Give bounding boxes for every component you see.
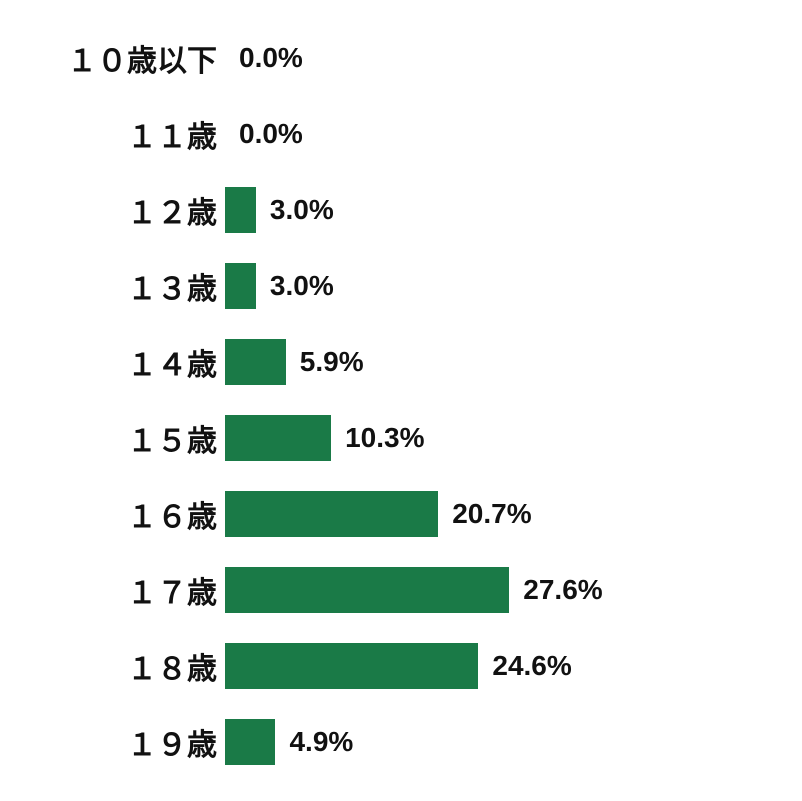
bar-row: １７歳 27.6% (0, 552, 802, 628)
value-label: 0.0% (239, 118, 303, 150)
value-label: 3.0% (270, 194, 334, 226)
category-label: １３歳 (0, 264, 225, 308)
bar-row: １０歳以下 0.0% (0, 20, 802, 96)
category-label: １７歳 (0, 568, 225, 612)
value-label: 24.6% (492, 650, 571, 682)
bar (225, 339, 286, 385)
bar-row: １２歳 3.0% (0, 172, 802, 248)
bar-area: 0.0% (225, 96, 802, 172)
bar-row: １３歳 3.0% (0, 248, 802, 324)
bar-row: １６歳 20.7% (0, 476, 802, 552)
bar-area: 20.7% (225, 476, 802, 552)
bar-area: 3.0% (225, 172, 802, 248)
bar-area: 5.9% (225, 324, 802, 400)
bar (225, 187, 256, 233)
bar-area: 10.3% (225, 400, 802, 476)
bar (225, 263, 256, 309)
bar (225, 719, 275, 765)
value-label: 0.0% (239, 42, 303, 74)
bar-area: 3.0% (225, 248, 802, 324)
bar-area: 24.6% (225, 628, 802, 704)
bar-row: １４歳 5.9% (0, 324, 802, 400)
bar-area: 4.9% (225, 704, 802, 780)
value-label: 4.9% (289, 726, 353, 758)
bar-area: 0.0% (225, 20, 802, 96)
bar (225, 491, 438, 537)
category-label: １０歳以下 (0, 36, 225, 80)
value-label: 27.6% (523, 574, 602, 606)
bar (225, 567, 509, 613)
bar-row: １１歳 0.0% (0, 96, 802, 172)
category-label: １９歳 (0, 720, 225, 764)
category-label: １２歳 (0, 188, 225, 232)
category-label: １４歳 (0, 340, 225, 384)
value-label: 20.7% (452, 498, 531, 530)
bar (225, 643, 478, 689)
category-label: １１歳 (0, 112, 225, 156)
category-label: １６歳 (0, 492, 225, 536)
bar-row: １８歳 24.6% (0, 628, 802, 704)
bar-row: １９歳 4.9% (0, 704, 802, 780)
bar-area: 27.6% (225, 552, 802, 628)
value-label: 3.0% (270, 270, 334, 302)
value-label: 10.3% (345, 422, 424, 454)
age-distribution-chart: １０歳以下 0.0% １１歳 0.0% １２歳 3.0% １３歳 3.0% １４… (0, 0, 802, 801)
bar (225, 415, 331, 461)
bar-row: １５歳 10.3% (0, 400, 802, 476)
category-label: １５歳 (0, 416, 225, 460)
value-label: 5.9% (300, 346, 364, 378)
category-label: １８歳 (0, 644, 225, 688)
